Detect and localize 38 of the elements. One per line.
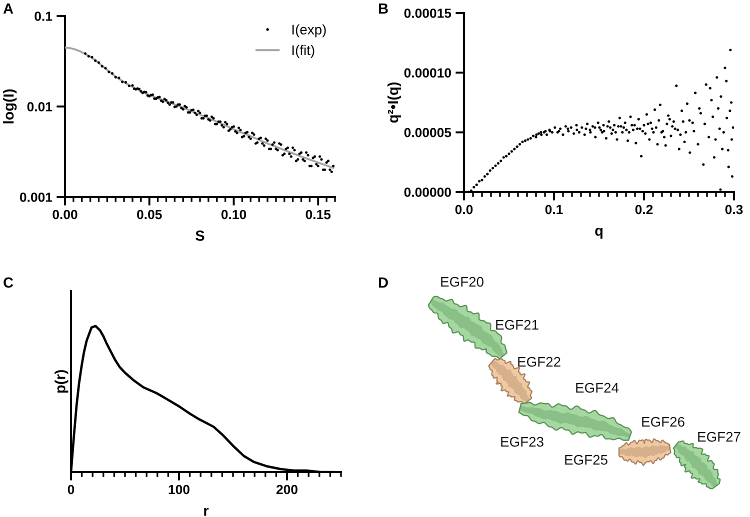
x-tick-label: 200 xyxy=(276,484,298,494)
text: EGF20 xyxy=(441,276,484,287)
y-tick-label: 0.01 xyxy=(27,102,52,112)
chart-title: A xyxy=(3,4,14,14)
y-axis-title: log(I) xyxy=(3,89,17,124)
text: EGF23 xyxy=(501,436,544,447)
legend-label: I(exp) xyxy=(292,24,326,38)
y-tick-label: 0.00005 xyxy=(404,128,452,138)
x-tick-label: 0.2 xyxy=(635,204,653,214)
x-tick-label: 0.10 xyxy=(221,210,246,220)
x-tick-label: 0 xyxy=(68,484,74,494)
x-axis-title: q xyxy=(595,228,602,239)
text: EGF21 xyxy=(496,320,538,330)
text: D xyxy=(378,278,388,288)
x-axis-title: S xyxy=(196,230,204,241)
text: EGF22 xyxy=(518,356,560,367)
y-axis-title: q²•I(q) xyxy=(387,82,402,123)
x-tick-label: 0.00 xyxy=(52,210,78,220)
x-tick-label: 0.05 xyxy=(137,210,162,220)
y-tick-label: 0.00015 xyxy=(404,8,452,18)
y-axis-title: p(r) xyxy=(54,370,68,393)
x-tick-label: 0.15 xyxy=(306,210,331,220)
y-tick-label: 0.00010 xyxy=(404,68,451,78)
x-tick-label: 0.3 xyxy=(725,204,743,214)
chart-title: B xyxy=(378,4,388,14)
chart-title: C xyxy=(4,277,14,288)
text: EGF24 xyxy=(576,382,619,393)
text: EGF25 xyxy=(565,454,608,465)
x-tick-label: 0.1 xyxy=(545,204,563,214)
y-tick-label: 0.00000 xyxy=(404,188,451,197)
legend-label: I(fit) xyxy=(292,44,314,58)
x-tick-label: 100 xyxy=(168,484,190,494)
y-tick-label: 0.1 xyxy=(34,12,52,21)
text: EGF26 xyxy=(642,416,684,427)
text: EGF27 xyxy=(698,432,740,442)
x-tick-label: 0.0 xyxy=(455,204,473,214)
x-axis-title: r xyxy=(204,508,209,516)
y-tick-label: 0.001 xyxy=(20,192,52,202)
